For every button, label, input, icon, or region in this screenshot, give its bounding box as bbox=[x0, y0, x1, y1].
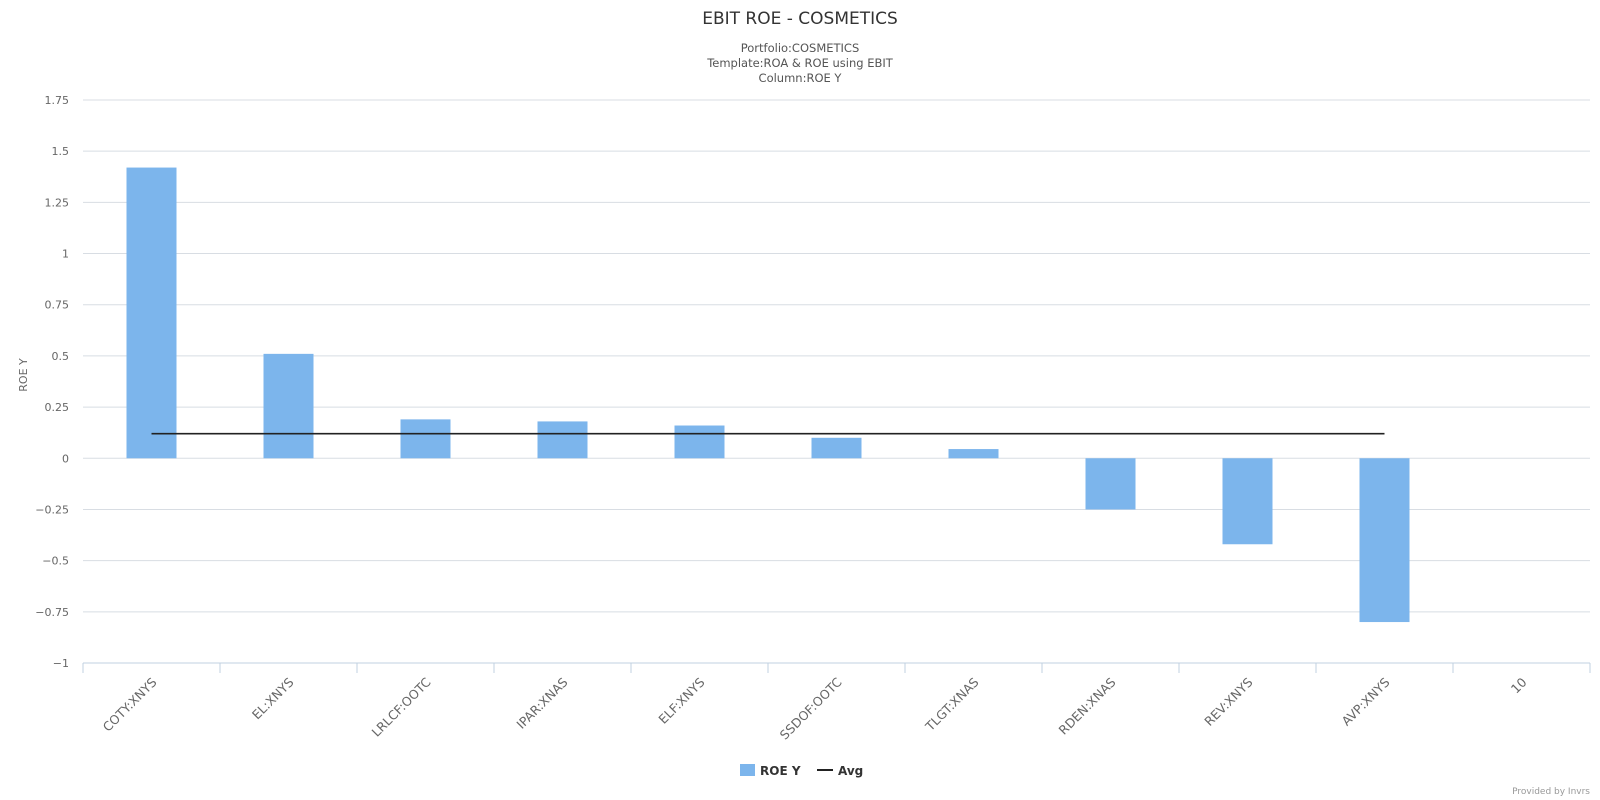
bar[interactable] bbox=[948, 449, 999, 459]
y-tick-label: −0.5 bbox=[42, 555, 69, 568]
gridlines bbox=[83, 99, 1590, 613]
x-tick-label: RDEN:XNAS bbox=[1056, 674, 1119, 737]
y-tick-label: 0.5 bbox=[52, 350, 70, 363]
bar[interactable] bbox=[126, 167, 177, 459]
legend: ROE Y Avg bbox=[740, 764, 863, 778]
y-tick-label: −0.75 bbox=[35, 606, 69, 619]
x-axis-ticks: COTY:XNYS EL:XNYS LRLCF:OOTC IPAR:XNAS ELF:X… bbox=[100, 674, 1530, 742]
legend-swatch-roe bbox=[740, 764, 755, 776]
bar[interactable] bbox=[537, 421, 588, 459]
y-tick-label: −1 bbox=[53, 657, 69, 670]
y-tick-label: 0.75 bbox=[45, 299, 70, 312]
bar[interactable] bbox=[1085, 458, 1136, 510]
y-tick-label: 0.25 bbox=[45, 401, 70, 414]
y-tick-label: 1.25 bbox=[45, 196, 70, 209]
x-tick-label: LRLCF:OOTC bbox=[369, 674, 434, 739]
y-tick-label: 1 bbox=[62, 248, 69, 261]
bar[interactable] bbox=[674, 425, 725, 459]
x-tick-label: COTY:XNYS bbox=[100, 674, 160, 734]
bar[interactable] bbox=[263, 353, 314, 459]
x-tick-label: ELF:XNYS bbox=[655, 674, 707, 726]
chart-subtitle-template: Template:ROA & ROE using EBIT bbox=[706, 56, 894, 70]
legend-label-roe: ROE Y bbox=[760, 764, 801, 778]
x-tick-label: 10 bbox=[1508, 674, 1530, 696]
x-tick-label: REV:XNYS bbox=[1201, 674, 1255, 728]
x-tick-label: IPAR:XNAS bbox=[513, 674, 570, 731]
x-tick-label: EL:XNYS bbox=[249, 674, 297, 722]
chart-subtitle-portfolio: Portfolio:COSMETICS bbox=[741, 41, 860, 55]
legend-item-roe[interactable]: ROE Y bbox=[740, 764, 801, 778]
y-axis-ticks: −1 −0.75 −0.5 −0.25 0 0.25 0.5 0.75 1 1.25 1.5 1.75 bbox=[35, 94, 69, 670]
y-tick-label: 1.5 bbox=[52, 145, 70, 158]
x-tick-label: SSDOF:OOTC bbox=[777, 674, 845, 742]
x-axis bbox=[82, 662, 1591, 673]
x-tick-label: TLGT:XNAS bbox=[922, 674, 982, 734]
x-tick-label: AVP:XNYS bbox=[1338, 674, 1392, 728]
chart-title: EBIT ROE - COSMETICS bbox=[702, 9, 898, 29]
bar[interactable] bbox=[1359, 458, 1410, 623]
y-axis-title: ROE Y bbox=[17, 358, 30, 392]
legend-item-avg[interactable]: Avg bbox=[817, 764, 863, 778]
legend-label-avg: Avg bbox=[838, 764, 863, 778]
bar[interactable] bbox=[1222, 458, 1273, 545]
y-tick-label: 0 bbox=[62, 452, 69, 465]
bar[interactable] bbox=[811, 437, 862, 459]
bar[interactable] bbox=[400, 419, 451, 459]
y-tick-label: −0.25 bbox=[35, 503, 69, 516]
y-tick-label: 1.75 bbox=[45, 94, 70, 107]
credits[interactable]: Provided by Invrs bbox=[1512, 787, 1590, 797]
bar-series bbox=[126, 167, 1410, 623]
chart-subtitle-column: Column:ROE Y bbox=[759, 71, 843, 85]
